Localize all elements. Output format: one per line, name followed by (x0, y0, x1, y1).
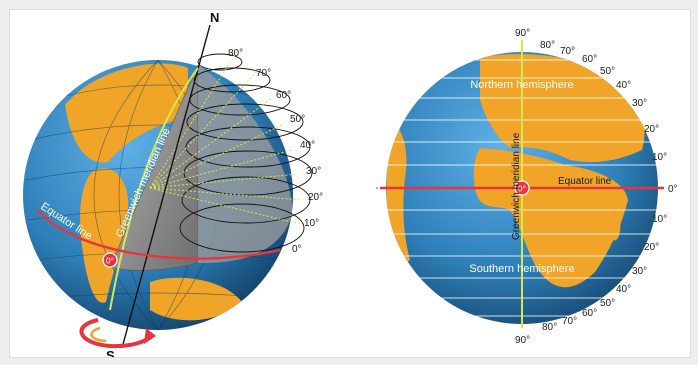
latitude-diagram: 0° N S Greenwich meridian line Equator l… (23, 10, 678, 357)
top-degree-label: 90° (515, 28, 530, 39)
northern-hemisphere-label: Northern hemisphere (470, 79, 573, 91)
latitude-degree-labels: 80° 70° 60° 50° 40° 30° 20° 10° 0° (228, 48, 323, 255)
nlat-label-80: 80° (540, 40, 555, 51)
latitude-circles (179, 53, 313, 253)
slat-label-30: 30° (632, 266, 647, 277)
nlat-label-60: 60° (582, 54, 597, 65)
slat-label-20: 20° (644, 242, 659, 253)
bottom-degree-label: 90° (515, 335, 530, 346)
cutaway-wedge (109, 64, 199, 271)
nlat-label-50: 50° (600, 66, 615, 77)
lat-label-20: 20° (308, 192, 323, 203)
slat-label-60: 60° (582, 308, 597, 319)
left-origin-label: 0° (106, 256, 114, 266)
north-label: N (210, 10, 219, 25)
nlat-label-70: 70° (560, 46, 575, 57)
figure-frame: 0° N S Greenwich meridian line Equator l… (9, 9, 691, 358)
slat-label-80: 80° (542, 322, 557, 333)
left-globe-land (65, 63, 242, 321)
lat-label-30: 30° (306, 166, 321, 177)
nlat-label-40: 40° (616, 80, 631, 91)
lat-label-60: 60° (276, 90, 291, 101)
left-globe-grid (25, 60, 293, 330)
slat-label-40: 40° (616, 284, 631, 295)
nlat-label-30: 30° (632, 98, 647, 109)
right-equator-label: Equator line (558, 176, 612, 187)
south-latitude-labels: 10° 20° 30° 40° 50° 60° 70° 80° (542, 214, 667, 333)
lat-label-40: 40° (300, 140, 315, 151)
right-globe: 0° Northern hemisphere Southern hemisphe… (376, 28, 678, 346)
cutaway-inner (198, 65, 293, 264)
lat-label-50: 50° (290, 114, 305, 125)
greenwich-meridian (109, 67, 199, 311)
equator-degree-label: 0° (668, 184, 678, 195)
earth-axis (121, 24, 211, 349)
southern-hemisphere-label: Southern hemisphere (469, 263, 574, 275)
lat-label-0: 0° (292, 244, 302, 255)
nlat-label-20: 20° (644, 124, 659, 135)
left-equator-line (37, 209, 281, 260)
left-globe: 0° N S Greenwich meridian line Equator l… (23, 10, 323, 357)
south-label: S (106, 348, 115, 357)
right-meridian-label: Greenwich meridian line (511, 132, 522, 240)
lat-label-80: 80° (228, 48, 243, 59)
north-latitude-labels: 80° 70° 60° 50° 40° 30° 20° 10° (540, 40, 667, 163)
rotation-arrow-icon (79, 318, 156, 349)
nlat-label-10: 10° (652, 152, 667, 163)
left-origin-marker (102, 252, 118, 268)
right-origin-marker (514, 180, 530, 196)
slat-label-50: 50° (600, 298, 615, 309)
slat-label-70: 70° (562, 316, 577, 327)
lat-label-70: 70° (256, 68, 271, 79)
lat-label-10: 10° (304, 218, 319, 229)
slat-label-10: 10° (652, 214, 667, 225)
right-origin-label: 0° (518, 184, 526, 194)
